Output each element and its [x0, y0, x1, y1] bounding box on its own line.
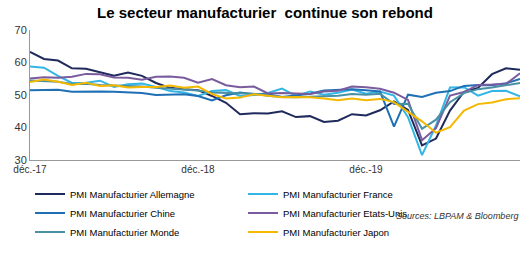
svg-text:déc.-18: déc.-18 — [181, 164, 215, 175]
svg-text:déc.-19: déc.-19 — [349, 164, 383, 175]
svg-text:Sources: LBPAM & Bloomberg: Sources: LBPAM & Bloomberg — [396, 211, 518, 221]
svg-text:50: 50 — [15, 89, 27, 101]
svg-text:PMI Manufacturier Allemagne: PMI Manufacturier Allemagne — [70, 189, 195, 200]
svg-text:30: 30 — [15, 154, 27, 166]
svg-text:60: 60 — [15, 56, 27, 68]
svg-text:PMI Manufacturier Japon: PMI Manufacturier Japon — [283, 227, 389, 238]
svg-text:déc.-17: déc.-17 — [13, 164, 47, 175]
svg-text:PMI Manufacturier France: PMI Manufacturier France — [283, 189, 393, 200]
svg-text:Le secteur manufacturier cont: Le secteur manufacturier continue son re… — [97, 4, 433, 21]
svg-text:PMI Manufacturier Chine: PMI Manufacturier Chine — [70, 208, 175, 219]
svg-text:70: 70 — [15, 24, 27, 36]
svg-text:PMI Manufacturier Monde: PMI Manufacturier Monde — [70, 227, 179, 238]
svg-text:PMI Manufacturier Etats-Unis: PMI Manufacturier Etats-Unis — [283, 208, 407, 219]
svg-text:40: 40 — [15, 121, 27, 133]
